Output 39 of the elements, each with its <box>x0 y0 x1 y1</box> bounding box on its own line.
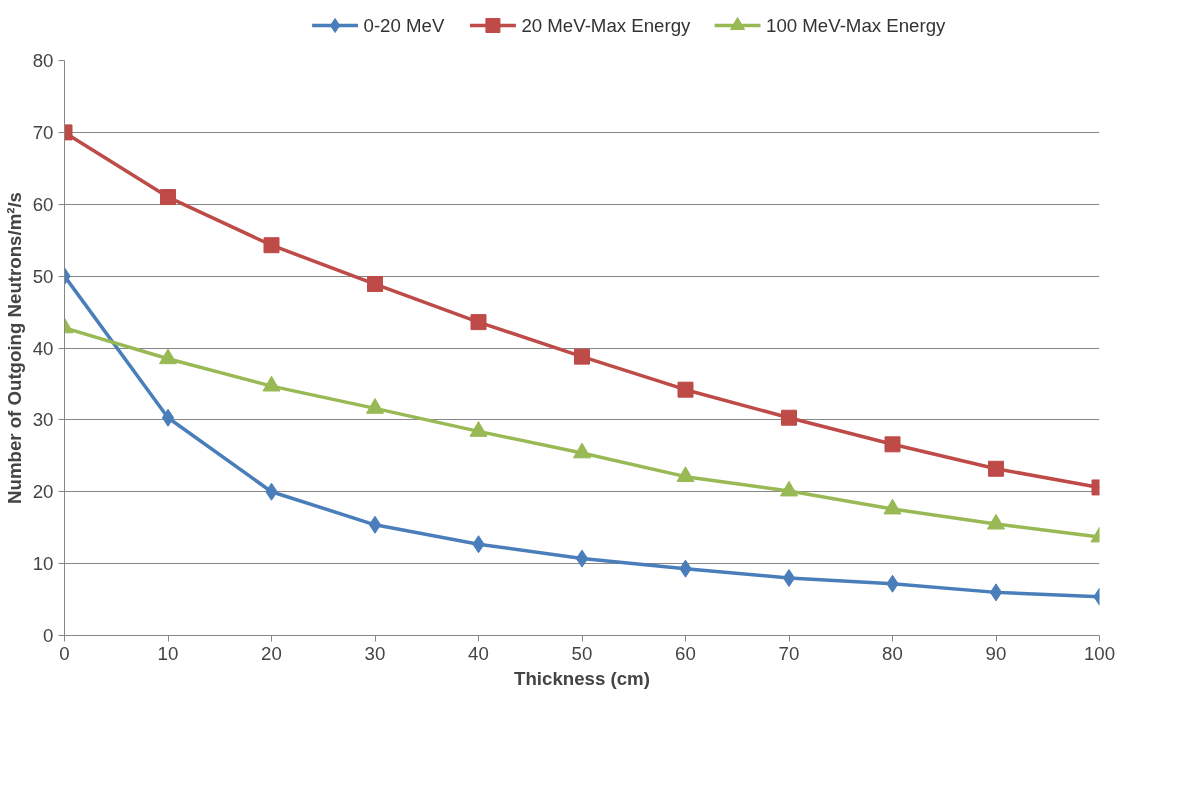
point <box>470 314 487 331</box>
point <box>160 189 176 206</box>
x-tick-label: 90 <box>985 642 1007 664</box>
y-tick-label: 60 <box>32 193 54 215</box>
x-tick-label: 10 <box>157 642 179 664</box>
point <box>677 381 694 398</box>
point <box>989 583 1003 602</box>
y-tick-label: 40 <box>32 337 54 359</box>
x-tick-label: 80 <box>882 642 903 664</box>
point <box>575 549 589 568</box>
x-tick-label: 60 <box>675 642 696 664</box>
y-tick-label: 10 <box>32 553 54 575</box>
y-tick-label: 0 <box>43 625 54 646</box>
point <box>988 460 1004 477</box>
y-tick-label: 70 <box>32 121 54 143</box>
y-tick-label: 50 <box>32 265 54 287</box>
point <box>884 436 901 453</box>
y-tick-label: 30 <box>32 409 54 431</box>
x-tick-label: 40 <box>468 642 489 664</box>
x-tick-label: 50 <box>571 642 593 664</box>
x-axis-title: Thickness (cm) <box>514 667 650 689</box>
point <box>782 569 796 587</box>
y-axis-title: Number of Outgoing Neutrons/m²/s <box>3 192 25 504</box>
y-tick-label: 20 <box>32 481 54 503</box>
legend-label: 20 MeV-Max Energy <box>521 15 692 36</box>
point <box>368 515 382 534</box>
legend-label: 0-20 MeV <box>363 15 445 36</box>
x-tick-label: 20 <box>261 642 282 664</box>
x-tick-label: 0 <box>59 642 70 664</box>
point <box>367 276 383 293</box>
x-tick-label: 100 <box>1083 642 1116 664</box>
x-tick-label: 70 <box>778 642 800 664</box>
legend-label: 100 MeV-Max Energy <box>766 15 947 36</box>
y-tick-label: 80 <box>32 50 54 71</box>
point <box>263 237 280 254</box>
point <box>161 408 175 427</box>
point <box>574 348 590 365</box>
point <box>781 409 797 426</box>
x-tick-label: 30 <box>364 642 386 664</box>
